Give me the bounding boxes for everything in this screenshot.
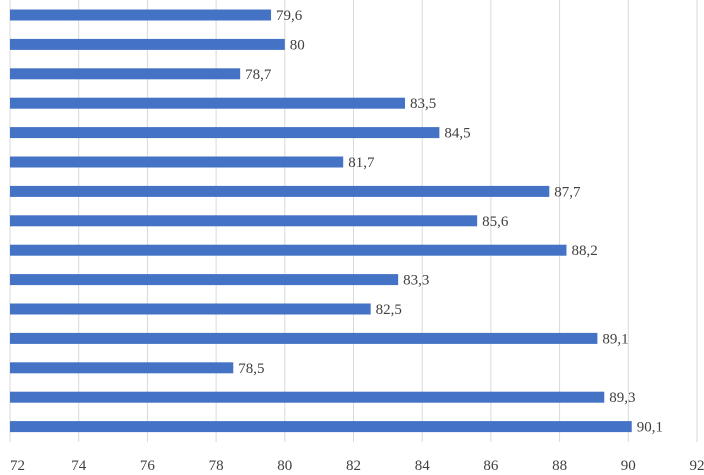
x-tick-label: 84 [415,458,431,474]
bar-value-label: 90,1 [637,420,663,436]
bar-value-label: 81,7 [348,155,375,171]
x-tick-label: 90 [621,458,636,474]
x-tick-label: 72 [10,458,25,474]
value-labels: 79,6 80 78,7 83,5 84,5 81,7 87,7 85,6 88,2 83,382… [238,8,663,436]
bar [10,38,285,50]
bar [10,185,550,197]
bar-value-label: 80 [290,37,305,53]
x-tick-label: 82 [346,458,361,474]
bar [10,421,632,433]
bar-value-label: 84,5 [444,126,470,142]
x-tick-label: 88 [552,458,567,474]
bar-value-label: 78,5 [238,361,264,377]
bar [10,274,399,286]
bar [10,9,272,21]
bar [10,68,241,80]
bar [10,332,598,344]
x-axis-ticks: 72 74 76 78 80 82 84 86 88 90 92 [10,458,704,474]
bar-value-label: 83,3 [403,273,429,289]
bar-value-label: 87,7 [554,184,581,200]
bar [10,391,605,403]
bar [10,156,344,168]
bar-value-label: 85,6 [482,214,509,230]
bar-value-label: 78,7 [245,67,272,83]
bar-value-label: 79,6 [276,8,303,24]
bars [10,9,632,433]
bar-value-label: 88,2 [571,243,597,259]
bar [10,215,478,227]
bar-value-label: 89,3 [609,390,635,406]
bar-value-label: 83,5 [410,96,436,112]
x-tick-label: 80 [277,458,292,474]
bar [10,244,567,256]
x-tick-label: 86 [483,458,499,474]
x-tick-label: 76 [140,458,156,474]
x-tick-label: 92 [690,458,704,474]
bar-value-label: 89,1 [602,331,628,347]
x-tick-label: 78 [209,458,224,474]
bar [10,303,371,315]
bar [10,362,234,374]
bar [10,127,440,139]
bar [10,97,406,109]
x-tick-label: 74 [71,458,87,474]
bar-value-label: 82,5 [376,302,402,318]
